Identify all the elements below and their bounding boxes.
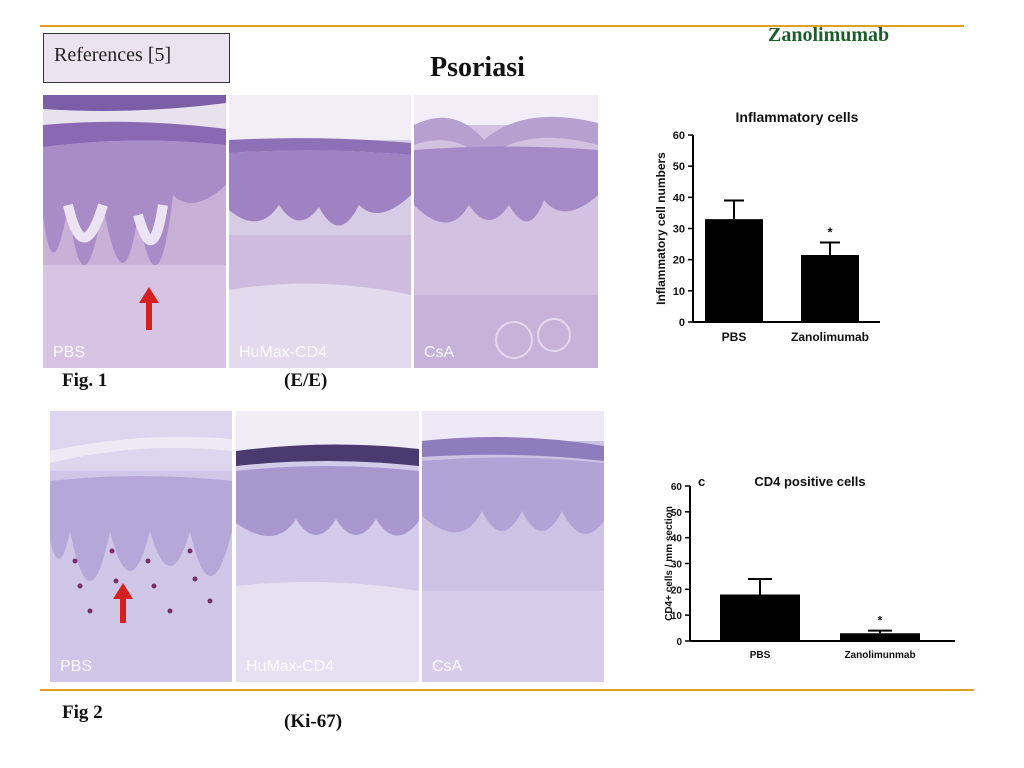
micrograph-fig1-pbs: PBS (43, 95, 226, 368)
references-box: References [5] (43, 33, 230, 83)
arrow-icon (113, 583, 133, 623)
slide-title: Psoriasi (430, 52, 525, 83)
brand-title: Zanolimumab (768, 24, 890, 46)
bar (720, 594, 800, 641)
significance-marker: * (827, 225, 833, 240)
micrograph-fig2-csa: CsA (422, 411, 604, 682)
micrograph-fig2-pbs: PBS (50, 411, 232, 682)
y-axis-label: Inflammatory cell numbers (654, 152, 668, 305)
y-tick-label: 0 (679, 317, 685, 329)
y-tick-label: 40 (673, 192, 685, 204)
y-tick-label: 60 (673, 130, 685, 142)
y-tick-label: 10 (671, 611, 683, 622)
category-label: Zanolimumab (791, 330, 869, 344)
micrograph-fig1-csa: CsA (414, 95, 598, 368)
y-axis-label: CD4+ cells / mm section (664, 506, 675, 621)
figure2-stain: (Ki-67) (284, 711, 343, 732)
figure1-stain: (E/E) (284, 370, 328, 391)
panel-label: PBS (60, 658, 93, 675)
y-tick-label: 30 (671, 560, 683, 571)
bottom-divider-line (40, 689, 974, 691)
y-tick-label: 50 (673, 161, 685, 173)
panel-label: HuMax-CD4 (239, 344, 328, 361)
y-tick-label: 0 (676, 637, 682, 648)
arrow-icon (139, 287, 159, 330)
y-tick-label: 30 (673, 224, 685, 236)
cd4-positive-cells-chart: CD4 positive cells c 0 10 20 30 40 50 60 CD4+ cel… (664, 474, 955, 661)
category-label: PBS (750, 650, 771, 661)
inflammatory-cells-chart: Inflammatory cells 0 10 20 30 40 50 60 Inflammat… (654, 109, 880, 344)
panel-label: CsA (432, 658, 463, 675)
chart-title: Inflammatory cells (736, 109, 859, 125)
y-tick-label: 40 (671, 534, 683, 545)
top-divider-line (40, 25, 964, 27)
micrograph-fig2-humax: HuMax-CD4 (236, 411, 419, 682)
bar (801, 254, 859, 322)
category-label: PBS (722, 330, 747, 344)
panel-label: PBS (53, 344, 86, 361)
bar (705, 219, 763, 322)
category-label: Zanolimunmab (844, 650, 915, 661)
y-tick-label: 60 (671, 482, 683, 493)
panel-label: CsA (424, 344, 455, 361)
micrograph-fig1-humax: HuMax-CD4 (229, 95, 411, 368)
y-tick-label: 20 (671, 585, 683, 596)
bar (840, 633, 920, 641)
panel-letter: c (698, 474, 705, 489)
y-tick-label: 20 (673, 255, 685, 267)
figure1-label: Fig. 1 (62, 370, 108, 391)
panel-label: HuMax-CD4 (246, 658, 335, 675)
significance-marker: * (878, 614, 883, 628)
figure2-label: Fig 2 (62, 702, 103, 723)
chart-title: CD4 positive cells (754, 474, 865, 489)
y-tick-label: 50 (671, 508, 683, 519)
y-tick-label: 10 (673, 286, 685, 298)
